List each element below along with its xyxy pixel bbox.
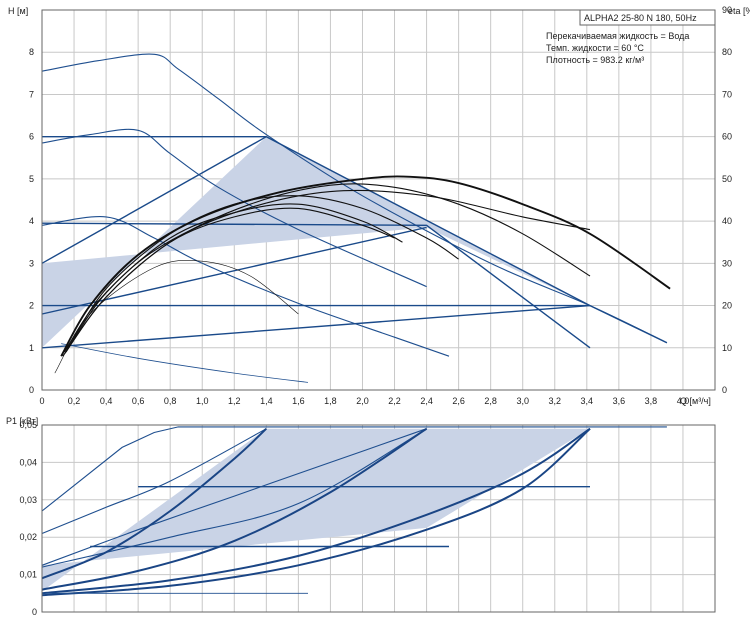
series-line-eta xyxy=(60,175,671,357)
x-tick-label: 3,4 xyxy=(581,396,594,406)
x-tick-label: 1,2 xyxy=(228,396,241,406)
power-line-max xyxy=(41,426,667,512)
y-tick-label: 3 xyxy=(29,258,34,268)
head-chart-frame xyxy=(41,9,716,391)
y-tick-label: 0 xyxy=(29,385,34,395)
y-tick-label: 5 xyxy=(29,174,34,184)
power-tick-label: 0,02 xyxy=(19,532,37,542)
y-tick-label: 6 xyxy=(29,132,34,142)
power-line-prop-bold xyxy=(41,427,267,580)
y-axis-label-right: eta [%] xyxy=(728,6,750,16)
power-chart: 0 0,01 0,02 0,03 0,04 0,05 P1 [кВт] xyxy=(6,416,716,617)
series-line-prop-curve xyxy=(41,226,427,315)
series-line-const-curve xyxy=(41,222,591,349)
series-line-low xyxy=(61,343,309,383)
x-tick-label: 0,4 xyxy=(100,396,113,406)
x-tick-label: 4,0 xyxy=(677,396,690,406)
y-axis-label: H [м] xyxy=(8,6,28,16)
y-tick-label-right: 0 xyxy=(722,385,727,395)
chart-title: ALPHA2 25-80 N 180, 50Hz xyxy=(584,13,697,23)
x-tick-label: 2,4 xyxy=(420,396,433,406)
power-axis-label: P1 [кВт] xyxy=(6,416,38,426)
power-line-prop-bold xyxy=(41,427,591,597)
x-tick-label: 0 xyxy=(39,396,44,406)
power-range-region xyxy=(42,428,590,592)
power-tick-label: 0,05 xyxy=(19,420,37,430)
y-tick-label-right: 90 xyxy=(722,5,732,15)
y-tick-label: 2 xyxy=(29,301,34,311)
x-tick-label: 0,2 xyxy=(68,396,81,406)
fluid-annotation: Перекачиваемая жидкость = Вода xyxy=(546,31,689,41)
power-tick-label: 0,04 xyxy=(19,457,37,467)
x-tick-label: 3,2 xyxy=(549,396,562,406)
y-tick-label-right: 80 xyxy=(722,47,732,57)
x-tick-label: 1,4 xyxy=(260,396,273,406)
x-axis-label: Q [м³/ч] xyxy=(680,396,711,406)
power-tick-label: 0 xyxy=(32,607,37,617)
power-line-max xyxy=(41,428,427,568)
y-tick-label-right: 10 xyxy=(722,343,732,353)
series-line-head xyxy=(41,216,450,357)
series-line-prop-curve xyxy=(41,304,591,349)
series-line-eta xyxy=(65,195,459,353)
x-tick-label: 2,2 xyxy=(388,396,401,406)
y-tick-label: 8 xyxy=(29,47,34,57)
x-tick-label: 3,8 xyxy=(645,396,658,406)
x-tick-label: 2,8 xyxy=(484,396,497,406)
series-line-eta xyxy=(63,207,395,355)
power-tick-label: 0,01 xyxy=(19,570,37,580)
y-tick-label: 1 xyxy=(29,343,34,353)
x-tick-label: 2,6 xyxy=(452,396,465,406)
power-line-max xyxy=(41,428,427,566)
power-chart-frame xyxy=(41,424,716,613)
y-tick-label-right: 30 xyxy=(722,258,732,268)
y-tick-label-right: 50 xyxy=(722,174,732,184)
series-line-prop-curve xyxy=(41,136,267,264)
x-tick-label: 1,6 xyxy=(292,396,305,406)
series-line-head xyxy=(41,128,427,288)
density-annotation: Плотность = 983.2 кг/м³ xyxy=(546,55,644,65)
x-tick-label: 0,8 xyxy=(164,396,177,406)
title-box xyxy=(579,9,716,26)
series-line-const-curve xyxy=(42,136,668,344)
series-line-head xyxy=(41,53,668,344)
y-tick-label-right: 60 xyxy=(722,132,732,142)
operating-range-region xyxy=(42,136,590,348)
x-tick-label: 2,0 xyxy=(356,396,369,406)
x-tick-label: 1,0 xyxy=(196,396,209,406)
x-tick-label: 0,6 xyxy=(132,396,145,406)
power-line-prop-bold xyxy=(41,427,591,595)
y-tick-label: 4 xyxy=(29,216,34,226)
x-tick-label: 3,6 xyxy=(613,396,626,406)
power-tick-label: 0,03 xyxy=(19,495,37,505)
y-tick-label-right: 20 xyxy=(722,301,732,311)
y-tick-label: 7 xyxy=(29,89,34,99)
x-tick-label: 3,0 xyxy=(516,396,529,406)
series-line-eta-thin xyxy=(54,259,299,374)
x-tick-label: 1,8 xyxy=(324,396,337,406)
head-efficiency-chart: 0 0,2 0,4 0,6 0,8 1,0 1,2 1,4 1,6 1,8 2,0 2,2 2,4 2,6… xyxy=(8,5,750,406)
y-tick-label-right: 40 xyxy=(722,216,732,226)
power-line-prop-bold xyxy=(41,427,428,591)
y-tick-label-right: 70 xyxy=(722,89,732,99)
power-line-max xyxy=(41,428,267,535)
series-line-eta xyxy=(65,203,403,353)
temperature-annotation: Темп. жидкости = 60 °C xyxy=(546,43,644,53)
